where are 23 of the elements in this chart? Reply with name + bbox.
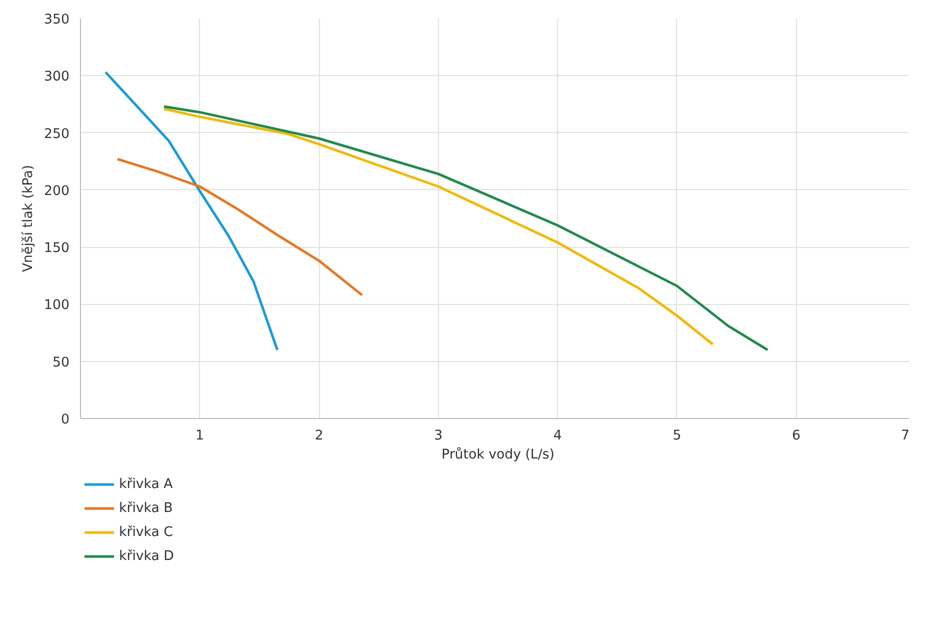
- line-series: [104, 70, 279, 352]
- x-tick-label: 2: [314, 428, 324, 444]
- y-tick-label: 250: [44, 126, 70, 142]
- y-tick-label: 100: [44, 298, 70, 314]
- y-tick-label: 200: [44, 184, 70, 199]
- legend-label: křivka D: [119, 548, 174, 564]
- x-tick-label: 3: [434, 428, 443, 444]
- x-axis-title: Průtok vody (L/s): [442, 446, 554, 462]
- legend-label: křivka B: [119, 500, 173, 516]
- x-tick-label: 1: [196, 428, 204, 444]
- x-tick-label: 7: [901, 428, 910, 444]
- x-tick-label: 4: [553, 428, 562, 444]
- line-series: [116, 158, 364, 296]
- y-tick-label: 150: [44, 241, 70, 256]
- y-tick-label: 300: [44, 70, 70, 85]
- x-tick-label: 5: [672, 428, 682, 444]
- x-tick-label: 6: [792, 428, 800, 444]
- y-tick-label: 350: [44, 12, 70, 28]
- legend-label: křivka A: [119, 476, 173, 492]
- y-tick-label: 0: [61, 412, 70, 428]
- legend-label: křivka C: [119, 524, 173, 540]
- y-tick-label: 50: [52, 355, 70, 370]
- y-axis-title: Vnější tlak (kPa): [21, 164, 36, 272]
